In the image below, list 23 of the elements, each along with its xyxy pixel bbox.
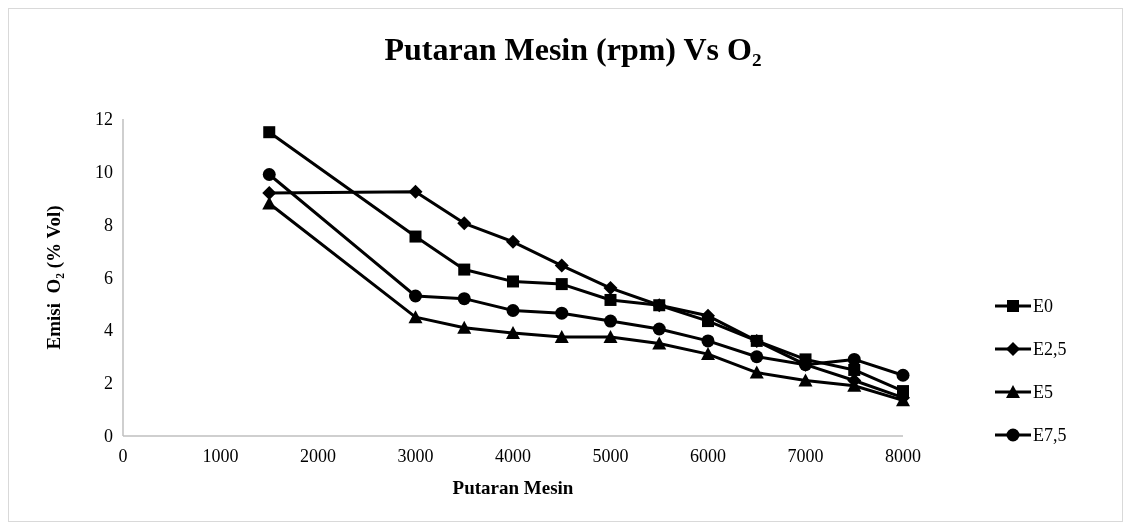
x-tick-label: 8000 <box>885 446 921 466</box>
y-tick-label: 6 <box>104 267 113 288</box>
x-tick-label: 4000 <box>495 446 531 466</box>
chart-title: Putaran Mesin (rpm) Vs O₂ <box>384 31 762 67</box>
x-tick-label: 7000 <box>787 446 824 466</box>
x-tick-label: 1000 <box>202 446 239 466</box>
y-tick-label: 0 <box>104 426 113 446</box>
legend-label: E5 <box>1033 382 1053 402</box>
x-tick-label: 3000 <box>397 446 434 466</box>
y-tick-label: 8 <box>104 214 113 235</box>
x-tick-label: 5000 <box>592 446 629 466</box>
y-tick-label: 10 <box>95 161 113 182</box>
x-tick-label: 2000 <box>300 446 336 466</box>
x-tick-label: 6000 <box>690 446 726 466</box>
legend-label: E0 <box>1033 296 1053 316</box>
x-tick-label: 0 <box>118 446 128 466</box>
x-axis-title: Putaran Mesin <box>452 477 574 498</box>
y-tick-label: 12 <box>95 109 113 129</box>
y-tick-label: 4 <box>104 320 113 341</box>
legend-label: E7,5 <box>1033 425 1067 445</box>
legend-label: E2,5 <box>1033 339 1067 359</box>
y-tick-label: 2 <box>104 373 113 394</box>
y-axis-title: Emisi O₂ (% Vol) <box>43 205 65 350</box>
